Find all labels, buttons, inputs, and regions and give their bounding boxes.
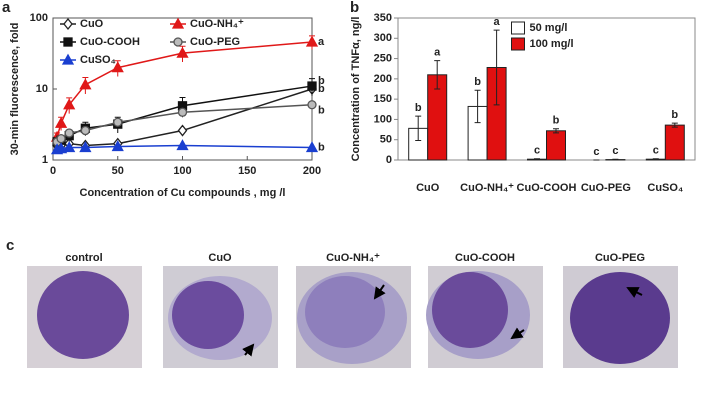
x-tick-label: CuO-COOH [517, 182, 577, 194]
error-bar [553, 128, 559, 134]
legend-label: 100 mg/l [530, 38, 574, 50]
y-tick-label: 50 [380, 134, 392, 146]
error-bar [474, 89, 481, 124]
x-tick-label: 50 [112, 165, 124, 177]
x-tick-label: CuO-NH₄⁺ [460, 182, 514, 194]
x-tick-label: 200 [303, 165, 321, 177]
marker [54, 142, 68, 154]
y-tick-label: 300 [374, 32, 392, 44]
error-bar [671, 122, 678, 128]
marker [307, 81, 317, 91]
x-tick-label: CuO [416, 182, 440, 194]
error-bar [415, 115, 422, 142]
marker [177, 107, 188, 117]
y-tick-label: 150 [374, 93, 392, 105]
significance-letter: c [593, 146, 599, 158]
legend-swatch [511, 37, 525, 51]
marker [111, 140, 124, 152]
marker [63, 37, 73, 47]
error-bar [612, 158, 619, 161]
marker [64, 128, 74, 138]
marker [56, 133, 66, 144]
marker [79, 78, 92, 90]
significance-letter: a [494, 16, 501, 28]
significance-letter: b [415, 102, 422, 114]
marker [171, 17, 185, 29]
legend-label: CuSO₄ [80, 54, 116, 66]
marker [61, 53, 75, 65]
end-label: a [318, 36, 325, 48]
marker [63, 98, 76, 110]
y-tick-label: 0 [386, 154, 392, 166]
bar [546, 130, 566, 161]
caption: control [65, 252, 102, 264]
micrographs [27, 266, 678, 368]
legend-label: CuO-NH₄⁺ [190, 18, 244, 30]
end-label: b [318, 141, 325, 153]
marker [177, 124, 188, 137]
marker [307, 100, 317, 110]
y-tick-label: 100 [30, 12, 48, 24]
end-label: b [318, 75, 325, 87]
end-label: b [318, 105, 325, 117]
x-tick-label: 0 [50, 165, 56, 177]
marker [111, 61, 124, 73]
panel-label: b [350, 0, 359, 16]
y-tick-label: 10 [36, 83, 48, 95]
significance-letter: c [612, 145, 618, 157]
y-tick-label: 200 [374, 73, 392, 85]
panel-label: c [6, 237, 14, 254]
bar [664, 124, 685, 161]
panel-label: a [2, 0, 11, 16]
x-tick-label: 150 [238, 165, 256, 177]
caption: CuO-NH₄⁺ [326, 252, 380, 264]
legend-label: CuO-PEG [190, 36, 240, 48]
marker [79, 141, 92, 153]
error-bar [434, 60, 441, 90]
marker [305, 35, 319, 47]
x-tick-label: CuSO₄ [647, 182, 683, 194]
x-tick-label: 100 [173, 165, 191, 177]
legend-label: 50 mg/l [530, 22, 568, 34]
y-tick-label: 1 [42, 154, 48, 166]
legend-swatch [511, 21, 525, 35]
y-axis-label: 30-min fluorescence, fold [9, 23, 21, 156]
marker [63, 141, 76, 153]
x-tick-label: CuO-PEG [581, 182, 631, 194]
error-bar [493, 29, 500, 106]
significance-letter: b [553, 115, 560, 127]
caption: CuO [208, 252, 232, 264]
y-tick-label: 250 [374, 52, 392, 64]
error-bar [534, 158, 540, 161]
marker [173, 37, 183, 47]
marker [176, 46, 189, 58]
marker [113, 117, 123, 127]
significance-letter: b [474, 76, 481, 88]
x-axis-label: Concentration of Cu compounds , mg /l [80, 187, 286, 199]
y-axis-label: Concentration of TNFα, ng/l [350, 17, 362, 162]
significance-letter: b [671, 109, 678, 121]
significance-letter: c [653, 145, 659, 157]
marker [305, 141, 319, 153]
error-bar [652, 158, 659, 161]
end-label: b [318, 83, 325, 95]
caption: CuO-COOH [455, 252, 515, 264]
marker [176, 139, 189, 151]
marker [54, 116, 68, 128]
significance-letter: a [434, 47, 441, 59]
marker [63, 17, 73, 31]
caption: CuO-PEG [595, 252, 645, 264]
y-tick-label: 100 [374, 113, 392, 125]
marker [80, 125, 91, 136]
legend-label: CuO [80, 18, 104, 30]
legend-label: CuO-COOH [80, 36, 140, 48]
y-tick-label: 350 [374, 12, 392, 24]
significance-letter: c [534, 145, 540, 157]
